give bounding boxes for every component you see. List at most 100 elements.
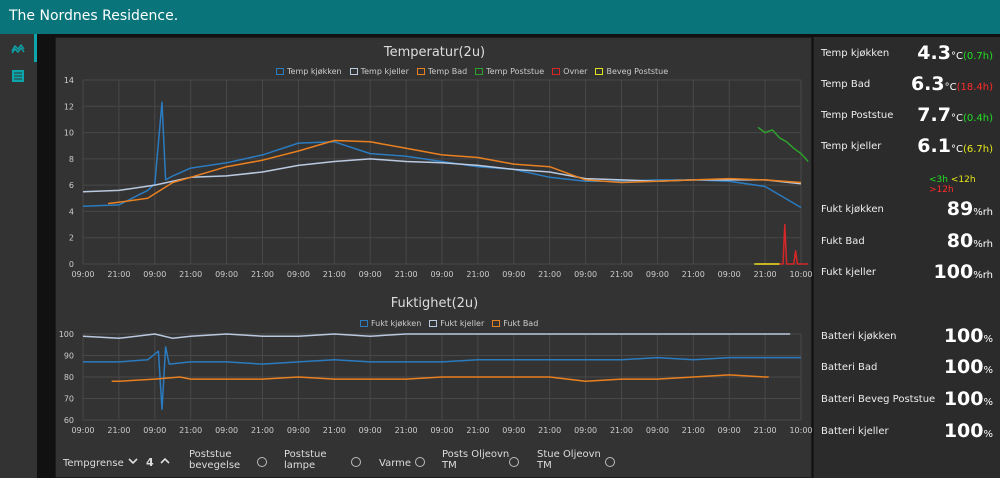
x-tick-label: 09:00: [143, 426, 166, 435]
y-tick-label: 60: [64, 416, 74, 425]
legend-swatch: [349, 68, 358, 75]
x-tick-label: 10:00: [789, 270, 812, 279]
legend-label: Temp Bad: [427, 67, 468, 76]
stat-batteri-kjokken: Batteri kjøkken 100%: [814, 322, 1000, 352]
y-tick-label: 10: [64, 129, 74, 138]
legend-item[interactable]: Temp Bad: [416, 67, 468, 76]
x-tick-label: 09:00: [502, 426, 525, 435]
stat-fukt-bad: Fukt Bad 80%rh: [814, 227, 1000, 257]
controls-bar: Tempgrense 4 Poststue bevegelse Poststue l…: [56, 449, 813, 478]
stat-value: 100%: [943, 388, 993, 410]
x-tick-label: 21:00: [179, 426, 202, 435]
toggle-posts-oljeovn[interactable]: [509, 457, 519, 467]
nav-item-list[interactable]: [0, 62, 37, 90]
x-tick-label: 21:00: [610, 270, 633, 279]
x-tick-label: 09:00: [287, 426, 310, 435]
age-legend: <3h <12h >12h: [929, 175, 976, 195]
toggle-varme[interactable]: [415, 457, 425, 467]
legend-item[interactable]: Temp kjeller: [349, 67, 409, 76]
stat-fukt-kjeller: Fukt kjeller 100%rh: [814, 258, 1000, 288]
x-tick-label: 21:00: [323, 270, 346, 279]
stat-label: Temp Bad: [821, 79, 871, 90]
stat-value: 6.3°C(18.4h): [910, 73, 993, 95]
x-tick-label: 09:00: [215, 270, 238, 279]
y-tick-label: 80: [64, 373, 74, 382]
x-tick-label: 21:00: [395, 426, 418, 435]
legend-swatch: [429, 320, 438, 327]
legend-item[interactable]: Fukt Bad: [492, 319, 538, 328]
tempgrense-value: 4: [146, 456, 154, 469]
legend-item[interactable]: Ovner: [552, 67, 587, 76]
series-line-ovner: [757, 223, 809, 265]
stat-label: Batteri kjøkken: [821, 331, 897, 342]
stat-value: 80%rh: [946, 230, 993, 252]
stat-label: Temp kjøkken: [821, 48, 890, 59]
y-tick-label: 12: [64, 102, 74, 111]
x-tick-label: 09:00: [430, 426, 453, 435]
x-tick-label: 21:00: [754, 426, 777, 435]
toggle-stue-oljeovn[interactable]: [605, 457, 615, 467]
series-line-temp-bad: [108, 139, 802, 205]
list-icon: [12, 70, 24, 82]
legend-item[interactable]: Temp kjøkken: [276, 67, 342, 76]
humidity-chart: 60 70 80 90 100 09:00 21:00 09:00 21:00 09:00 21:0…: [59, 330, 813, 435]
stat-value: 89%rh: [946, 198, 993, 220]
stat-label: Batteri Beveg Poststue: [821, 394, 936, 405]
x-tick-label: 21:00: [107, 426, 130, 435]
legend-swatch: [492, 320, 501, 327]
y-tick-label: 0: [69, 260, 74, 269]
toggle-poststue-bevegelse[interactable]: [257, 457, 267, 467]
toggle-label-varme: Varme: [379, 458, 412, 469]
series-line-fukt-kjeller: [82, 333, 791, 340]
toggle-poststue-lampe[interactable]: [351, 457, 361, 467]
legend-item[interactable]: Beveg Poststue: [595, 67, 668, 76]
x-tick-label: 21:00: [754, 270, 777, 279]
x-tick-label: 21:00: [610, 426, 633, 435]
stat-label: Fukt kjøkken: [821, 204, 884, 215]
tempgrense-increment[interactable]: [160, 456, 170, 469]
legend-item[interactable]: Fukt kjøkken: [360, 319, 421, 328]
toggle-label-stue-oljeovn: Stue Oljeovn TM: [537, 449, 601, 471]
stat-value: 4.3°C(0.7h): [917, 42, 993, 64]
legend-swatch: [416, 68, 425, 75]
stat-temp-bad: Temp Bad 6.3°C(18.4h): [814, 70, 1000, 100]
stat-temp-kjokken: Temp kjøkken 4.3°C(0.7h): [814, 39, 1000, 69]
y-tick-label: 70: [64, 395, 74, 404]
series-line-temp-poststue: [757, 126, 809, 163]
x-tick-label: 09:00: [718, 426, 741, 435]
x-tick-label: 21:00: [251, 426, 274, 435]
side-nav: [0, 34, 37, 478]
stat-value: 100%rh: [933, 261, 993, 283]
temp-chart-title: Temperatur(2u): [383, 45, 486, 60]
temp-chart-legend: Temp kjøkken Temp kjeller Temp Bad Temp Pos…: [276, 67, 668, 76]
legend-swatch: [360, 320, 368, 327]
x-tick-label: 09:00: [215, 426, 238, 435]
humidity-chart-title: Fuktighet(2u): [390, 296, 479, 311]
legend-item[interactable]: Temp Poststue: [475, 67, 544, 76]
legend-label: Fukt kjeller: [440, 319, 485, 328]
x-tick-label: 09:00: [502, 270, 525, 279]
x-tick-label: 09:00: [574, 270, 597, 279]
x-tick-label: 09:00: [359, 270, 382, 279]
stat-batteri-beveg-poststue: Batteri Beveg Poststue 100%: [814, 385, 1000, 415]
legend-swatch: [475, 68, 484, 75]
tempgrense-stepper[interactable]: [128, 456, 138, 469]
stat-label: Temp Poststue: [821, 110, 894, 121]
x-tick-label: 21:00: [251, 270, 274, 279]
stat-value: 7.7°C(0.4h): [917, 104, 993, 126]
chevron-up-icon: [160, 457, 170, 464]
nav-item-charts[interactable]: [0, 34, 37, 62]
series-line-temp-kj-kken: [82, 101, 802, 209]
x-tick-label: 09:00: [71, 270, 94, 279]
legend-item[interactable]: Fukt kjeller: [429, 319, 484, 328]
stat-temp-kjeller: Temp kjeller 6.1°C(6.7h): [814, 132, 1000, 162]
legend-label: Fukt kjøkken: [371, 319, 422, 328]
legend-label: Temp kjøkken: [287, 67, 342, 76]
top-bar: The Nordnes Residence.: [0, 0, 1000, 34]
stat-label: Temp kjeller: [821, 141, 882, 152]
y-tick-label: 8: [69, 155, 74, 164]
toggle-label-poststue-bevegelse: Poststue bevegelse: [189, 449, 241, 471]
toggle-label-poststue-lampe: Poststue lampe: [284, 449, 327, 471]
y-tick-label: 6: [69, 181, 74, 190]
stat-batteri-bad: Batteri Bad 100%: [814, 353, 1000, 383]
